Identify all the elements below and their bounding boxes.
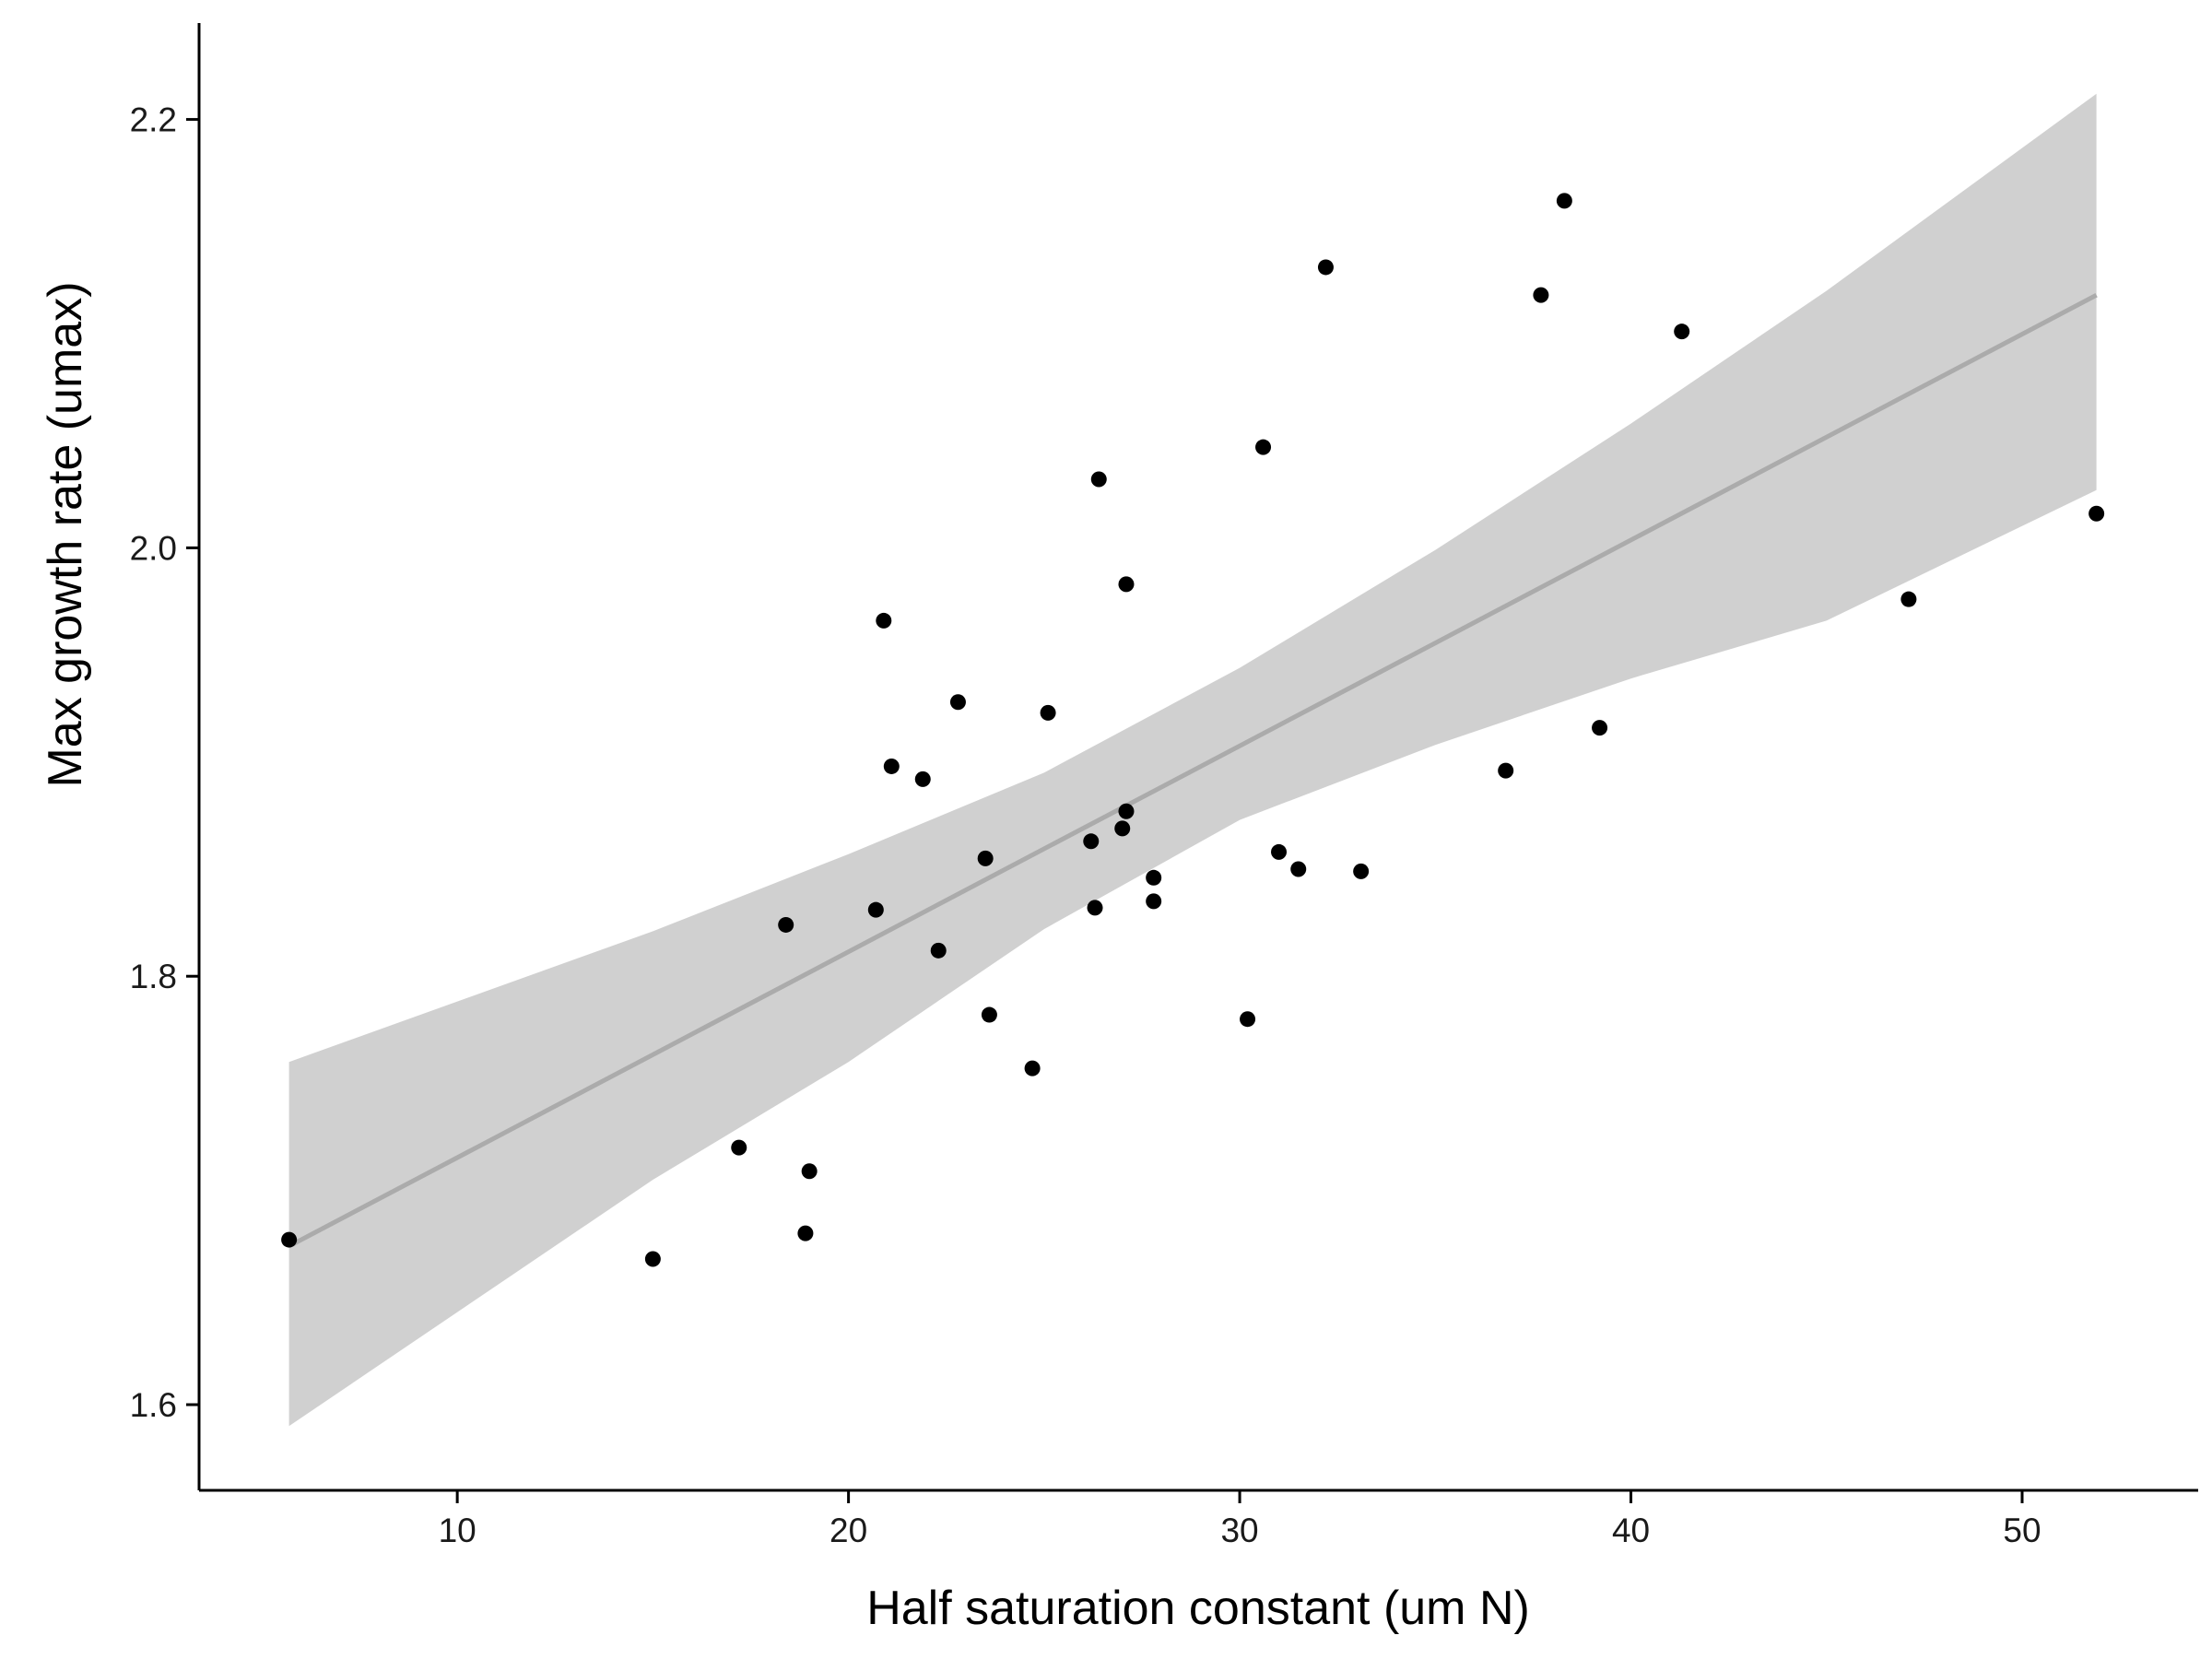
data-point bbox=[1255, 439, 1272, 455]
fit-line-layer bbox=[288, 292, 2098, 1249]
data-point bbox=[1090, 471, 1107, 488]
confidence-band-layer bbox=[288, 93, 2097, 1427]
data-point bbox=[731, 1139, 747, 1156]
data-point bbox=[1592, 720, 1608, 736]
data-point bbox=[1900, 591, 1917, 607]
data-point bbox=[1114, 820, 1131, 837]
confidence-band bbox=[288, 93, 2097, 1427]
data-point bbox=[1083, 833, 1100, 850]
data-point bbox=[977, 850, 994, 866]
data-point bbox=[281, 1231, 298, 1248]
data-point bbox=[2088, 505, 2105, 522]
data-point bbox=[1271, 843, 1288, 860]
data-point bbox=[914, 771, 931, 787]
data-point bbox=[1146, 869, 1162, 886]
data-point bbox=[797, 1225, 814, 1241]
data-point bbox=[1290, 861, 1307, 877]
x-axis-title: Half saturation constant (um N) bbox=[866, 1582, 1530, 1635]
x-tick-label: 30 bbox=[1220, 1512, 1258, 1549]
data-point bbox=[981, 1006, 997, 1023]
y-tick-label: 1.8 bbox=[130, 958, 177, 995]
data-point bbox=[801, 1163, 818, 1180]
y-axis-title: Max growth rate (umax) bbox=[39, 281, 92, 787]
y-tick-label: 2.2 bbox=[130, 101, 177, 139]
data-point bbox=[867, 901, 884, 918]
y-tick-label: 2.0 bbox=[130, 529, 177, 567]
axes-layer: 10 20 30 40 50 1.6 1.8 2.0 2.2 bbox=[130, 23, 2198, 1549]
data-point bbox=[1353, 863, 1370, 879]
x-tick-label: 10 bbox=[439, 1512, 477, 1549]
data-point bbox=[1674, 324, 1690, 340]
data-point bbox=[949, 694, 966, 711]
data-point bbox=[883, 758, 900, 774]
data-point bbox=[778, 916, 794, 933]
data-point bbox=[1087, 900, 1103, 916]
data-point bbox=[1498, 762, 1514, 779]
y-tick-label: 1.6 bbox=[130, 1386, 177, 1424]
x-tick-label: 40 bbox=[1612, 1512, 1650, 1549]
data-point bbox=[1040, 704, 1056, 721]
data-point bbox=[1118, 803, 1135, 819]
data-point bbox=[930, 942, 947, 959]
data-points-layer bbox=[281, 193, 2105, 1267]
x-tick-label: 20 bbox=[830, 1512, 867, 1549]
data-point bbox=[876, 612, 892, 629]
regression-line bbox=[288, 292, 2098, 1249]
data-point bbox=[1024, 1060, 1041, 1077]
data-point bbox=[1317, 259, 1334, 276]
x-tick-label: 50 bbox=[2003, 1512, 2041, 1549]
data-point bbox=[1146, 893, 1162, 910]
data-point bbox=[1118, 576, 1135, 593]
data-point bbox=[1240, 1011, 1256, 1028]
axis-titles-layer: Half saturation constant (um N) Max grow… bbox=[39, 281, 1530, 1635]
data-point bbox=[1533, 287, 1549, 303]
data-point bbox=[1556, 193, 1572, 209]
data-point bbox=[644, 1251, 661, 1267]
